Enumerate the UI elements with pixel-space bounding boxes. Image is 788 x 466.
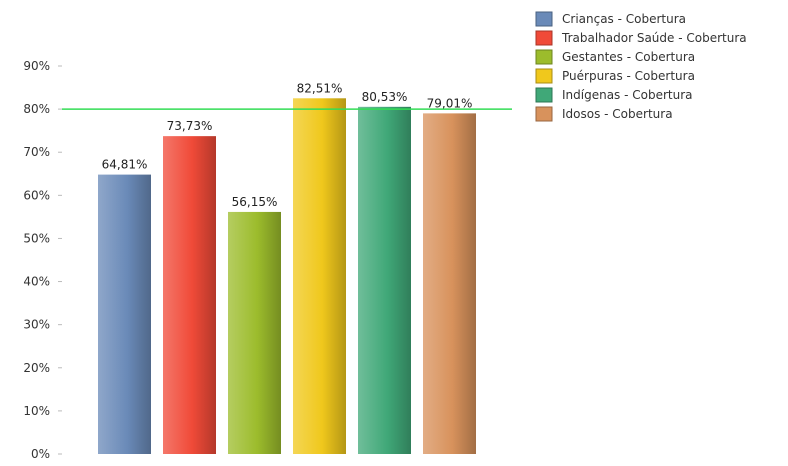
y-tick-label: 30%: [23, 318, 50, 332]
bar[interactable]: [228, 211, 281, 454]
bar-value-label: 56,15%: [232, 195, 278, 209]
bar[interactable]: [358, 106, 411, 454]
bars-group: 64,81% 73,73% 56,15% 82,51% 80,53% 79,01%: [98, 81, 476, 454]
legend: Crianças - Cobertura Trabalhador Saúde - …: [535, 11, 747, 122]
bar[interactable]: [163, 136, 216, 454]
legend-label: Gestantes - Cobertura: [562, 50, 695, 64]
legend-swatch: [535, 49, 553, 65]
y-tick-label: 60%: [23, 188, 50, 202]
y-axis: 0% 10% 20% 30% 40% 50% 60% 70% 80% 90%: [23, 59, 62, 461]
legend-label: Indígenas - Cobertura: [562, 88, 693, 102]
legend-swatch: [535, 87, 553, 103]
bar[interactable]: [293, 98, 346, 454]
legend-swatch: [535, 68, 553, 84]
y-tick-label: 40%: [23, 275, 50, 289]
y-tick-label: 20%: [23, 361, 50, 375]
y-tick-label: 0%: [31, 447, 50, 461]
y-tick-label: 10%: [23, 404, 50, 418]
bar-value-label: 64,81%: [102, 158, 148, 172]
bar[interactable]: [423, 113, 476, 454]
y-tick-label: 90%: [23, 59, 50, 73]
legend-label: Puérpuras - Cobertura: [562, 69, 695, 83]
legend-label: Trabalhador Saúde - Cobertura: [561, 31, 747, 45]
y-tick-label: 80%: [23, 102, 50, 116]
legend-swatch: [535, 106, 553, 122]
bar-value-label: 80,53%: [362, 90, 408, 104]
bar-value-label: 82,51%: [297, 81, 343, 95]
legend-label: Idosos - Cobertura: [562, 107, 673, 121]
legend-label: Crianças - Cobertura: [562, 12, 686, 26]
bar-value-label: 79,01%: [427, 96, 473, 110]
bar[interactable]: [98, 174, 151, 454]
y-tick-label: 50%: [23, 231, 50, 245]
legend-swatch: [535, 30, 553, 46]
y-tick-label: 70%: [23, 145, 50, 159]
legend-swatch: [535, 11, 553, 27]
bar-value-label: 73,73%: [167, 119, 213, 133]
